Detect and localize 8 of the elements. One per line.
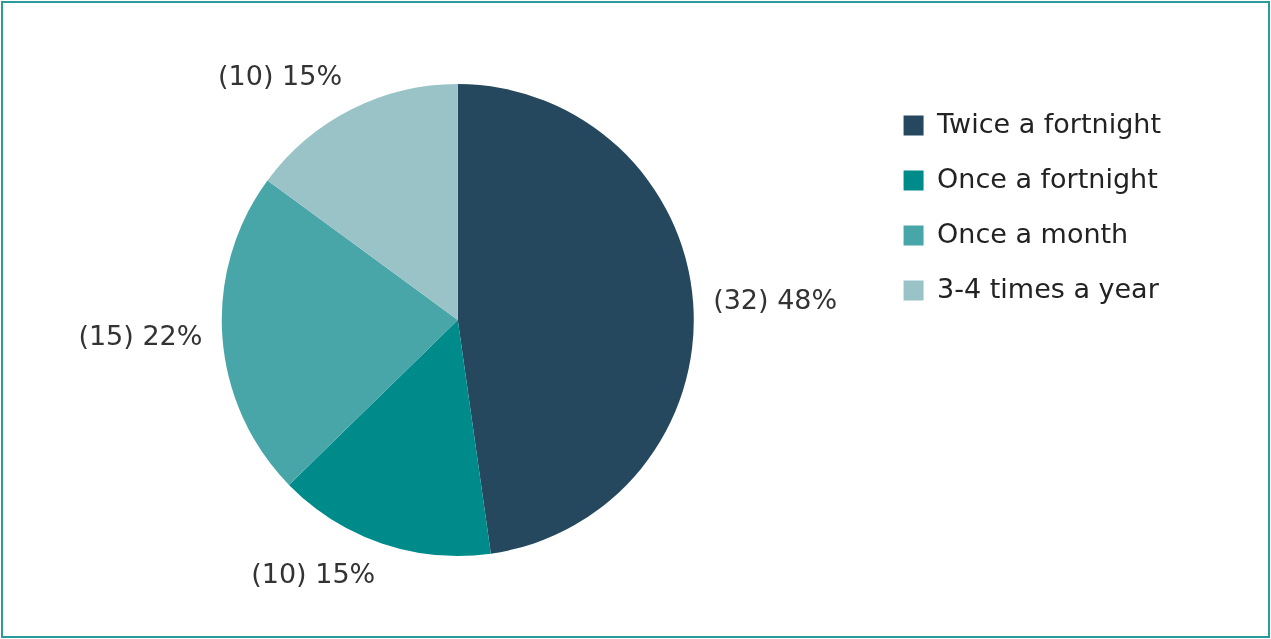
legend-label: Once a fortnight (937, 162, 1158, 194)
data-label: (10) 15% (218, 59, 343, 91)
legend-label: 3-4 times a year (937, 272, 1160, 304)
data-label: (10) 15% (251, 558, 376, 590)
data-label: (32) 48% (713, 284, 838, 316)
legend-label: Twice a fortnight (936, 107, 1161, 139)
data-label: (15) 22% (78, 320, 203, 352)
legend-label: Once a month (937, 217, 1129, 249)
